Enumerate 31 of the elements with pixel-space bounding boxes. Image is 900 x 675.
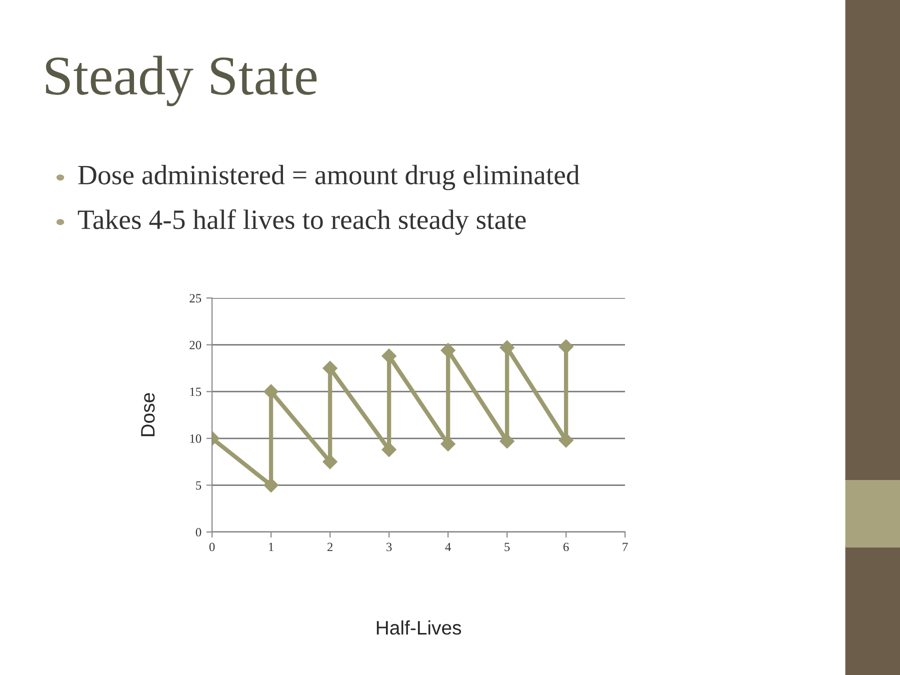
x-tick-label: 7 — [622, 542, 628, 552]
y-axis-title: Dose — [141, 393, 155, 436]
point — [264, 478, 278, 493]
y-tick-label: 10 — [190, 434, 202, 443]
point — [500, 340, 514, 356]
point — [500, 434, 514, 449]
point — [264, 384, 278, 399]
point — [440, 343, 456, 358]
text: Dose administered = amount drug eliminated — [78, 164, 580, 190]
point — [440, 436, 456, 452]
point — [558, 339, 574, 354]
x-tick-label: 4 — [445, 542, 451, 552]
x-tick-label: 5 — [504, 542, 510, 552]
point — [322, 360, 338, 376]
chart-title: Steady State — [46, 56, 317, 106]
y-tick-label: 15 — [190, 388, 202, 396]
y-tick-label: 25 — [190, 294, 202, 302]
text: Takes 4-5 half lives to reach steady state — [78, 209, 526, 235]
x-tick-label: 3 — [386, 542, 392, 552]
y-tick-label: 5 — [196, 481, 202, 490]
y-tick-label: 20 — [190, 340, 202, 350]
x-axis-title: Half-Lives — [376, 620, 462, 635]
x-tick-label: 1 — [269, 542, 274, 552]
point — [382, 442, 396, 458]
x-tick-label: 2 — [327, 542, 332, 552]
y-tick-label: 0 — [196, 528, 202, 536]
point — [322, 454, 338, 470]
x-tick-label: 6 — [563, 542, 569, 552]
point — [558, 432, 574, 448]
point — [382, 348, 396, 364]
x-tick-label: 0 — [209, 542, 215, 552]
